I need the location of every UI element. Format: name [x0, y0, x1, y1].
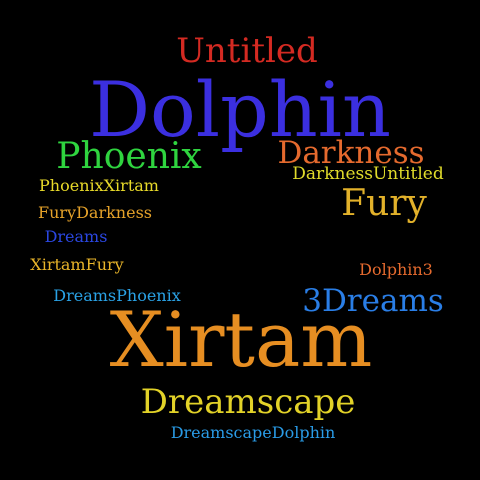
word-darkness: Darkness: [277, 135, 425, 171]
word-xirtamfury: XirtamFury: [30, 255, 124, 274]
word-untitled: Untitled: [176, 31, 318, 71]
word-dolphin: Dolphin: [89, 65, 391, 154]
word-dreams: Dreams: [44, 227, 108, 246]
word-dolphin3: Dolphin3: [359, 260, 433, 279]
word-3dreams: 3Dreams: [302, 283, 444, 319]
word-dreamscape: Dreamscape: [140, 382, 356, 422]
word-dreamsphoenix: DreamsPhoenix: [53, 286, 181, 305]
word-fury: Fury: [341, 183, 427, 224]
word-darknessuntitled: DarknessUntitled: [292, 164, 444, 184]
word-phoenix: Phoenix: [56, 136, 202, 177]
word-phoenixxirtam: PhoenixXirtam: [39, 176, 159, 195]
word-furydarkness: FuryDarkness: [38, 203, 152, 222]
word-xirtam: Xirtam: [109, 295, 373, 384]
word-dreamscapedolphin: DreamscapeDolphin: [170, 423, 336, 442]
